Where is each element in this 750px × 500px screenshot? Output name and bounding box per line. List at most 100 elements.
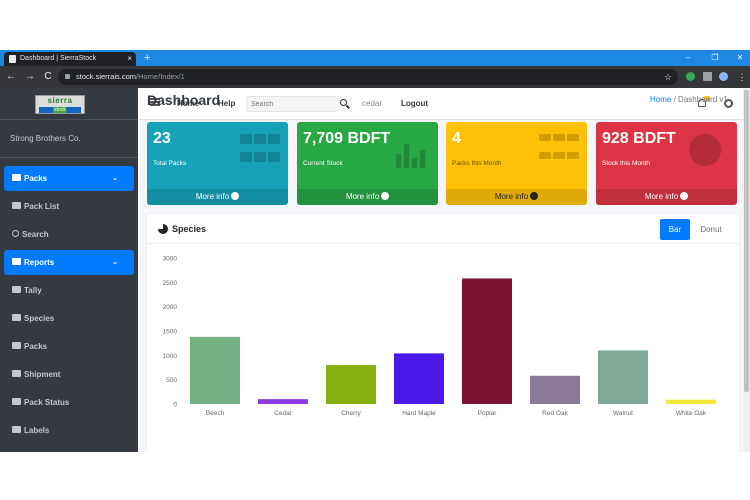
- sidebar-item-packs[interactable]: Packs ⌄: [4, 166, 134, 191]
- table-icon: [12, 174, 21, 182]
- url-field[interactable]: stock.sierrais.com/Home/Index/1 ☆: [58, 69, 678, 85]
- sierrastock-logo: sierra stock: [35, 95, 85, 114]
- profile-avatar-icon[interactable]: [719, 72, 728, 81]
- url-path: /Home/Index/1: [136, 72, 185, 81]
- extensions-puzzle-icon[interactable]: [703, 72, 712, 81]
- address-bar: ← → C stock.sierrais.com/Home/Index/1 ☆ …: [0, 66, 750, 88]
- x-tick-label: White Oak: [676, 410, 707, 417]
- y-tick-label: 1000: [163, 353, 178, 360]
- pie-chart-icon: [158, 224, 168, 234]
- breadcrumb-current: Dashboard v1: [678, 95, 728, 104]
- company-name[interactable]: Strong Brothers Co.: [0, 120, 138, 158]
- more-info-link[interactable]: More info: [297, 189, 438, 205]
- minimize-button[interactable]: –: [685, 53, 691, 62]
- browser-window: Dashboard | SierraStock × + – ❐ ✕ ← → C …: [0, 50, 750, 452]
- stat-label: Total Packs: [153, 160, 187, 167]
- extension-drive-icon[interactable]: [686, 72, 695, 81]
- reload-icon[interactable]: C: [44, 71, 52, 82]
- stat-label: Current Stock: [303, 160, 343, 167]
- x-tick-label: Poplar: [478, 410, 498, 417]
- tab-title: Dashboard | SierraStock: [20, 55, 97, 62]
- file-icon: [12, 370, 21, 378]
- x-tick-label: Cherry: [341, 410, 361, 417]
- top-navbar: Home Help cedar Logout: [138, 88, 750, 120]
- username-label: cedar: [362, 99, 383, 108]
- sidebar-item-pack-status[interactable]: Pack Status: [4, 390, 134, 415]
- stat-value: 7,709 BDFT: [303, 130, 391, 147]
- x-tick-label: Walnut: [613, 410, 633, 417]
- close-window-button[interactable]: ✕: [736, 53, 744, 62]
- y-tick-label: 1500: [163, 329, 178, 336]
- chevron-down-icon: ⌄: [112, 259, 118, 266]
- bar-poplar[interactable]: [462, 278, 512, 404]
- bookmark-star-icon[interactable]: ☆: [663, 72, 672, 82]
- grid-icon: [12, 286, 21, 294]
- new-tab-button[interactable]: +: [144, 52, 151, 64]
- y-tick-label: 500: [166, 377, 177, 384]
- bar-chart-icon: [390, 134, 430, 168]
- sidebar-item-search[interactable]: Search: [4, 222, 134, 247]
- sidebar-item-shipment[interactable]: Shipment: [4, 362, 134, 387]
- back-icon[interactable]: ←: [6, 71, 16, 82]
- browser-tab[interactable]: Dashboard | SierraStock ×: [4, 52, 136, 66]
- nav-help-link[interactable]: Help: [218, 99, 236, 108]
- y-tick-label: 2000: [163, 304, 178, 311]
- bar-cherry[interactable]: [326, 365, 376, 404]
- pie-chart-icon: [689, 134, 729, 168]
- stat-box-total-packs: 23 Total Packs More info: [147, 122, 288, 205]
- menu-toggle-icon[interactable]: [150, 98, 160, 106]
- y-tick-label: 3000: [163, 256, 178, 263]
- brand[interactable]: sierra stock: [0, 88, 138, 120]
- sidebar-item-tally[interactable]: Tally: [4, 278, 134, 303]
- search-button[interactable]: [336, 96, 352, 112]
- bar-red-oak[interactable]: [530, 375, 580, 404]
- scrollbar-thumb[interactable]: [744, 90, 749, 392]
- search-icon: [12, 230, 19, 238]
- forward-icon[interactable]: →: [25, 71, 35, 82]
- bar-beech[interactable]: [190, 336, 240, 404]
- table-icon: [12, 398, 21, 406]
- sidebar-item-pack-list[interactable]: Pack List: [4, 194, 134, 219]
- logout-link[interactable]: Logout: [401, 99, 429, 108]
- tab-close-icon[interactable]: ×: [127, 54, 132, 63]
- bar-walnut[interactable]: [598, 350, 648, 404]
- sidebar-item-labels[interactable]: Labels: [4, 418, 134, 443]
- stat-box-current-stock: 7,709 BDFT Current Stock More info: [297, 122, 438, 205]
- arrow-circle-right-icon: [381, 191, 390, 200]
- x-tick-label: Cedar: [274, 410, 293, 417]
- stat-box-packs-month: 4 Packs this Month More info: [446, 122, 587, 205]
- bar-white-oak[interactable]: [666, 399, 716, 404]
- stat-value: 23: [153, 130, 171, 147]
- x-tick-label: Red Oak: [542, 410, 568, 417]
- stat-label: Stock this Month: [602, 160, 651, 167]
- notification-badge: [704, 96, 710, 101]
- gear-icon[interactable]: [724, 99, 733, 108]
- bar-hard-maple[interactable]: [394, 353, 444, 404]
- stat-value: 928 BDFT: [602, 130, 676, 147]
- sidebar-item-packs-report[interactable]: Packs: [4, 334, 134, 359]
- table-icon: [12, 314, 21, 322]
- more-info-link[interactable]: More info: [147, 189, 288, 205]
- browser-menu-icon[interactable]: ⋮: [737, 72, 747, 82]
- y-tick-label: 2500: [163, 280, 178, 287]
- more-info-link[interactable]: More info: [446, 189, 587, 205]
- species-bar-chart: 0 500 1000 1500 2000 2500 3000 Beech Cedar Cherry…: [163, 256, 716, 417]
- arrow-circle-right-icon: [231, 191, 240, 200]
- nav-home-link[interactable]: Home: [177, 99, 200, 108]
- chevron-down-icon: ⌄: [112, 175, 118, 182]
- page-scrollbar[interactable]: [743, 88, 750, 452]
- stat-label: Packs this Month: [452, 160, 502, 167]
- notifications-bell-icon[interactable]: [698, 99, 706, 107]
- donut-toggle-button[interactable]: Donut: [700, 225, 722, 234]
- x-tick-label: Beech: [206, 410, 225, 417]
- sidebar-item-species[interactable]: Species: [4, 306, 134, 331]
- more-info-link[interactable]: More info: [596, 189, 737, 205]
- arrow-circle-right-icon: [680, 191, 689, 200]
- breadcrumb-home-link[interactable]: Home: [650, 95, 672, 104]
- bar-toggle-button[interactable]: Bar: [660, 219, 690, 240]
- maximize-button[interactable]: ❐: [711, 53, 719, 62]
- sidebar-item-reports[interactable]: Reports ⌄: [4, 250, 134, 275]
- bar-cedar[interactable]: [258, 399, 308, 404]
- table-icon: [240, 134, 280, 168]
- stat-value: 4: [452, 130, 461, 147]
